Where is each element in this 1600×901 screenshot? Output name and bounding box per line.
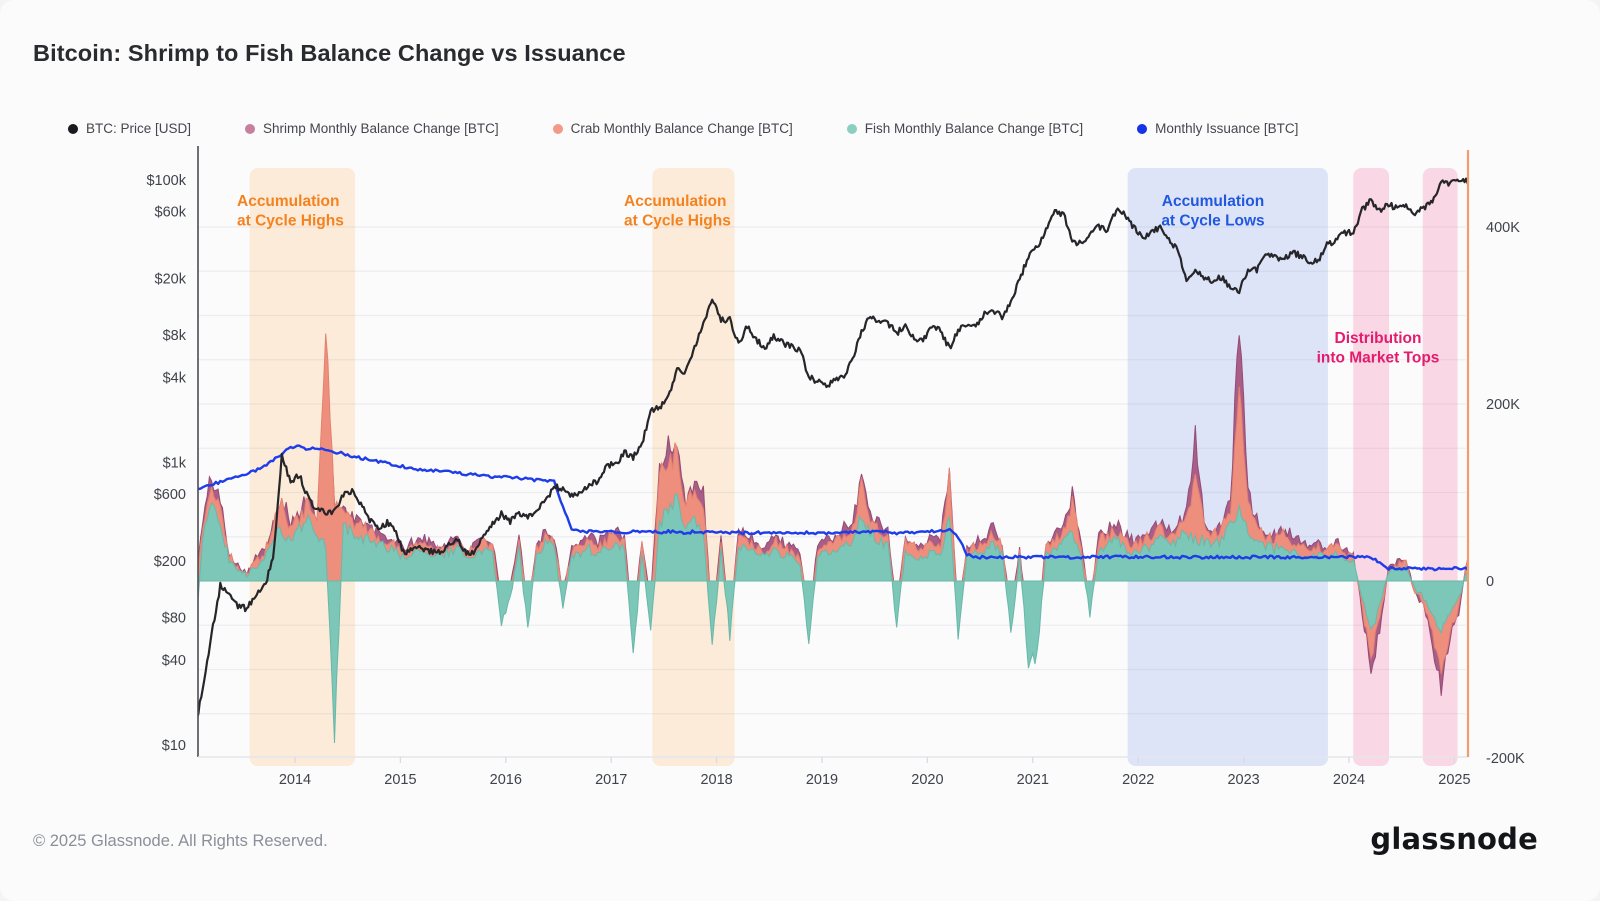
axes: $10 $40 $80 $200 $600 $1k $4k $8k $20k $60k $100k -… [146, 146, 1525, 788]
legend-label: BTC: Price [USD] [86, 121, 192, 136]
left-axis-tick-label: $4k [163, 370, 187, 386]
series-layer [198, 177, 1468, 744]
legend-item-2[interactable]: Crab Monthly Balance Change [BTC] [552, 121, 793, 136]
legend-label: Crab Monthly Balance Change [BTC] [570, 121, 793, 136]
right-axis-tick-label: 400K [1486, 220, 1520, 236]
legend-dot [68, 123, 78, 134]
legend-label: Fish Monthly Balance Change [BTC] [864, 121, 1084, 136]
x-axis-year-label: 2020 [911, 772, 943, 788]
right-axis-tick-label: 200K [1486, 397, 1520, 413]
x-axis-year-label: 2025 [1438, 772, 1470, 788]
band-pink-2024a [1353, 168, 1390, 766]
legend-item-0[interactable]: BTC: Price [USD] [68, 121, 191, 136]
x-axis-year-label: 2023 [1227, 772, 1259, 788]
left-axis-tick-label: $100k [146, 173, 186, 189]
annotation-accumulation-cycle-lows: Accumulation [1162, 193, 1264, 210]
left-axis-tick-label: $80 [162, 610, 186, 626]
annotation-accumulation-cycle-lows: at Cycle Lows [1161, 213, 1264, 230]
legend-dot [846, 123, 857, 134]
left-axis-tick-label: $200 [154, 554, 186, 570]
x-axis-year-label: 2022 [1122, 772, 1154, 788]
annotation-distribution-market-tops: into Market Tops [1317, 350, 1440, 367]
left-axis-tick-label: $1k [163, 456, 187, 472]
btc-price-line [198, 177, 1468, 719]
annotation-accumulation-cycle-highs-1: at Cycle Highs [237, 213, 344, 230]
legend-dot [1137, 123, 1148, 134]
right-axis-tick-label: 0 [1486, 574, 1494, 590]
copyright-text: © 2025 Glassnode. All Rights Reserved. [33, 832, 328, 850]
shrimp-balance-area [198, 335, 1468, 696]
x-axis-year-label: 2018 [700, 772, 732, 788]
legend-dot [552, 123, 563, 134]
glassnode-logo: glassnode [1370, 822, 1538, 856]
highlight-bands [249, 168, 1458, 766]
right-axis-tick-label: -200K [1486, 751, 1525, 767]
left-axis-tick-label: $8k [163, 328, 187, 344]
x-axis-year-label: 2015 [384, 772, 416, 788]
annotation-accumulation-cycle-highs-2: at Cycle Highs [624, 213, 731, 230]
left-axis-tick-label: $40 [162, 653, 186, 669]
left-axis-tick-label: $60k [155, 204, 187, 220]
annotation-accumulation-cycle-highs-1: Accumulation [237, 193, 339, 210]
page-title: Bitcoin: Shrimp to Fish Balance Change v… [33, 40, 626, 66]
x-axis-year-label: 2024 [1333, 772, 1365, 788]
x-axis-year-label: 2019 [806, 772, 838, 788]
monthly-issuance-line [198, 444, 1468, 572]
band-blue-2022-2023 [1127, 168, 1328, 766]
legend-label: Shrimp Monthly Balance Change [BTC] [263, 121, 499, 136]
left-axis-tick-label: $600 [154, 487, 186, 503]
left-axis-tick-label: $10 [162, 738, 186, 754]
left-axis-tick-label: $20k [155, 272, 187, 288]
annotations: Accumulation at Cycle Highs Accumulation at… [237, 193, 1439, 367]
x-axis-year-label: 2017 [595, 772, 627, 788]
legend-label: Monthly Issuance [BTC] [1155, 121, 1299, 136]
chart-legend: BTC: Price [USD] Shrimp Monthly Balance C… [68, 121, 1298, 136]
legend-item-3[interactable]: Fish Monthly Balance Change [BTC] [846, 121, 1084, 136]
annotation-distribution-market-tops: Distribution [1335, 330, 1422, 347]
x-axis-year-label: 2021 [1017, 772, 1049, 788]
legend-item-1[interactable]: Shrimp Monthly Balance Change [BTC] [245, 121, 499, 136]
x-axis-year-label: 2014 [279, 772, 311, 788]
annotation-accumulation-cycle-highs-2: Accumulation [624, 193, 726, 210]
legend-item-4[interactable]: Monthly Issuance [BTC] [1137, 121, 1298, 136]
band-orange-2013 [249, 168, 356, 766]
legend-dot [245, 123, 256, 134]
x-axis-year-label: 2016 [490, 772, 522, 788]
